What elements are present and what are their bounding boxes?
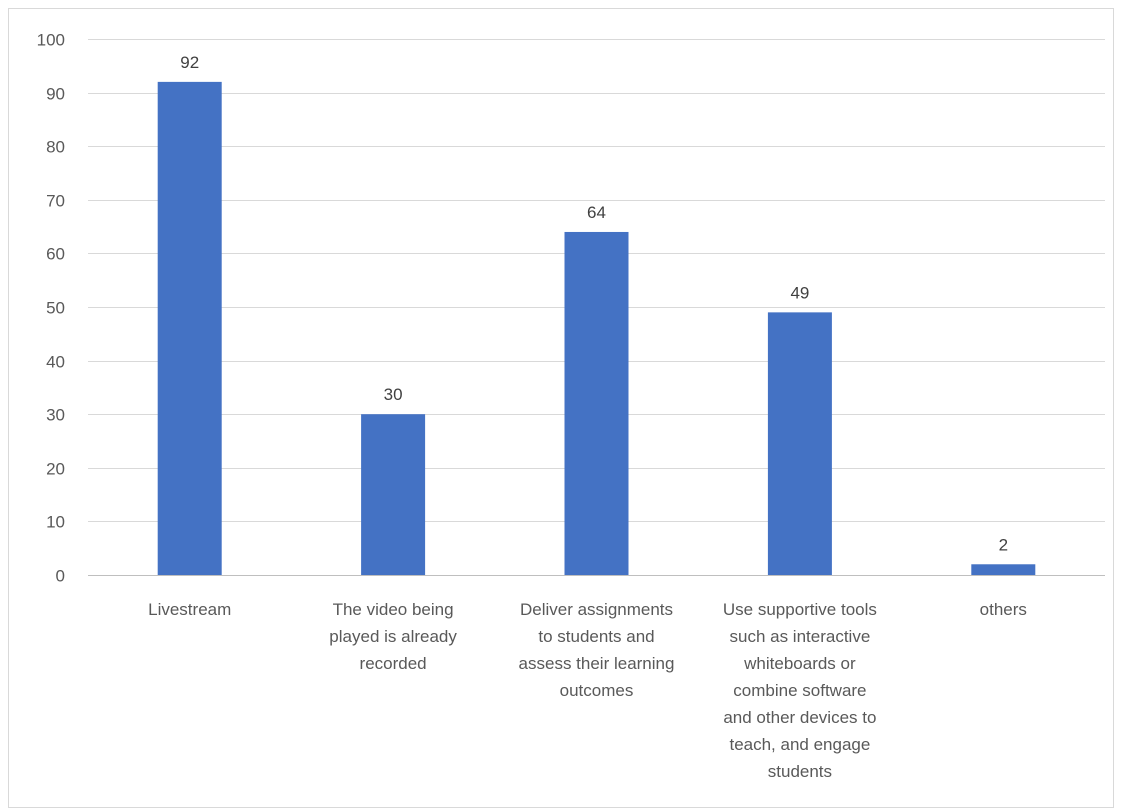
x-category-label-line: and other devices to: [723, 708, 876, 727]
bar-chart: 0 10 20 30 40 50 60 70 80 90 100 92 Livestream 30 The …: [37, 31, 1105, 781]
x-category-label-line: The video being: [333, 600, 454, 619]
x-category-label: Use supportive tools such as interactive w…: [723, 600, 877, 781]
bar: [564, 231, 629, 575]
data-label: 30: [384, 385, 403, 404]
data-label: 49: [790, 283, 809, 302]
x-category-label-line: played is already: [329, 627, 457, 646]
data-label: 2: [999, 535, 1008, 554]
y-tick-label: 90: [46, 85, 65, 104]
y-tick-label: 50: [46, 299, 65, 318]
y-tick-label: 100: [37, 31, 65, 50]
y-tick-label: 0: [56, 567, 65, 586]
x-category-label-line: recorded: [360, 654, 427, 673]
x-category-label: Livestream: [148, 600, 231, 619]
bar: [361, 414, 426, 575]
y-tick-label: 30: [46, 406, 65, 425]
bar: [971, 564, 1036, 575]
data-label: 92: [180, 53, 199, 72]
x-category-label-line: Livestream: [148, 600, 231, 619]
x-category-label-line: Deliver assignments: [520, 600, 673, 619]
x-category-label-line: such as interactive: [730, 627, 871, 646]
chart-frame: 0 10 20 30 40 50 60 70 80 90 100 92 Livestream 30 The …: [8, 8, 1114, 808]
bar: [157, 81, 222, 575]
y-tick-label: 40: [46, 353, 65, 372]
x-category-label: Deliver assignments to students and assess…: [519, 600, 675, 700]
x-category-label-line: whiteboards or: [743, 654, 856, 673]
x-category-label: The video being played is already recorded: [329, 600, 457, 673]
x-category-label-line: combine software: [733, 681, 866, 700]
data-label: 64: [587, 203, 606, 222]
x-category-label-line: others: [980, 600, 1027, 619]
x-category-label-line: outcomes: [560, 681, 634, 700]
x-category-label-line: students: [768, 762, 832, 781]
y-tick-label: 10: [46, 513, 65, 532]
x-category-label: others: [980, 600, 1027, 619]
y-tick-label: 80: [46, 138, 65, 157]
y-tick-label: 20: [46, 460, 65, 479]
x-category-label-line: to students and: [538, 627, 654, 646]
y-tick-label: 70: [46, 192, 65, 211]
bar: [767, 312, 832, 575]
y-tick-label: 60: [46, 245, 65, 264]
x-category-label-line: assess their learning: [519, 654, 675, 673]
x-category-label-line: teach, and engage: [729, 735, 870, 754]
x-category-label-line: Use supportive tools: [723, 600, 877, 619]
